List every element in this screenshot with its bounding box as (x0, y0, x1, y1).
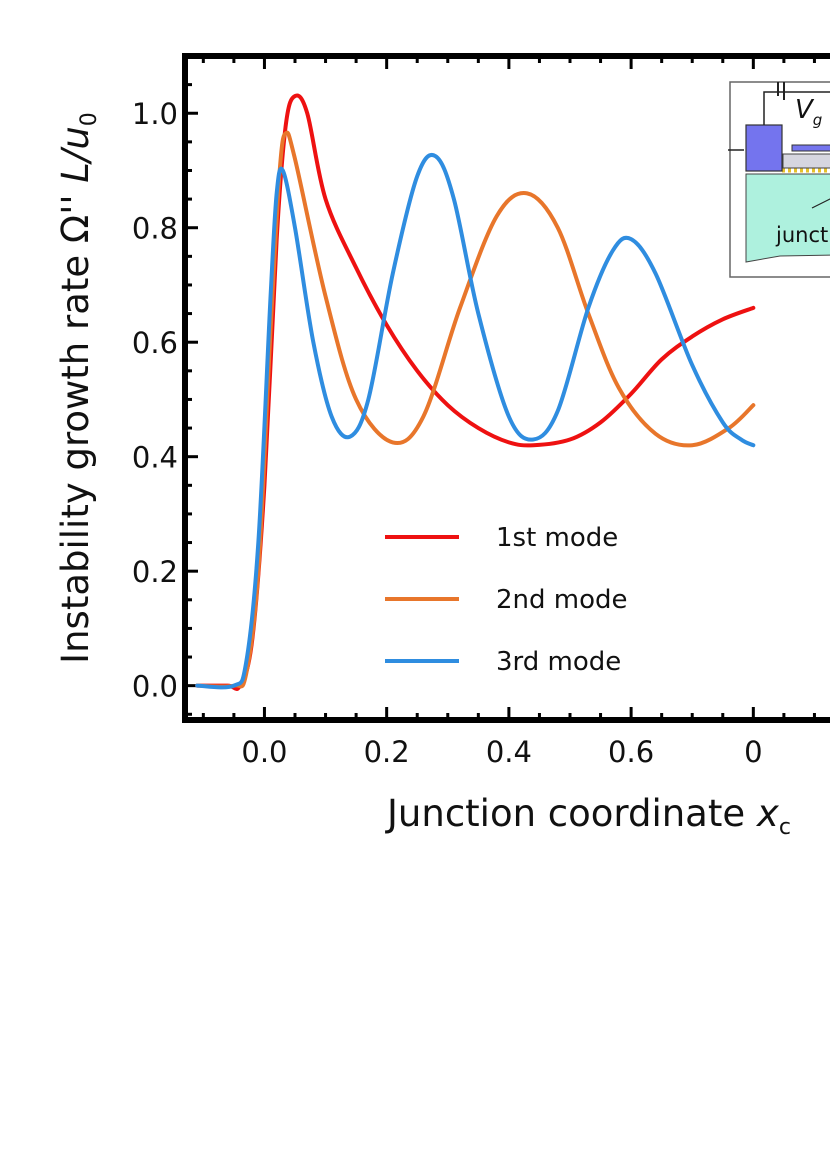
x-tick-labels: 0.0 0.2 0.4 0.6 0 (241, 735, 762, 769)
legend-label-2nd-mode: 2nd mode (496, 585, 628, 615)
series-line-2nd-mode (195, 130, 756, 689)
inset-schematic: Vg junct (728, 81, 830, 278)
y-tick-labels: 0.0 0.2 0.4 0.6 0.8 1.0 (132, 97, 178, 703)
inset-junction-label: junct (775, 223, 828, 247)
plot-frame (182, 53, 830, 723)
legend-label-3rd-mode: 3rd mode (496, 647, 621, 677)
inset-gate-strip (791, 144, 830, 152)
x-axis-title: Junction coordinate xc (385, 792, 791, 840)
y-tick-label: 0.6 (132, 326, 178, 360)
y-tick-label: 0.2 (132, 555, 178, 589)
inset-battery-icon (777, 82, 785, 100)
y-tick-label: 0.4 (132, 441, 178, 475)
x-tick-label: 0.4 (486, 735, 532, 769)
x-tick-label: 0.0 (241, 735, 287, 769)
x-tick-label: 0 (744, 735, 762, 769)
x-tick-label: 0.6 (608, 735, 654, 769)
inset-voltage-label: Vg (795, 95, 822, 129)
y-tick-label: 0.8 (132, 212, 178, 246)
series-lines (195, 93, 756, 691)
x-tick-label: 0.2 (364, 735, 410, 769)
legend-label-1st-mode: 1st mode (496, 523, 618, 553)
series-line-3rd-mode (195, 152, 756, 690)
y-tick-label: 1.0 (132, 97, 178, 131)
y-axis-title: Instability growth rate Ω'' L/u0 (54, 112, 102, 664)
inset-substrate (745, 173, 830, 263)
axis-ticks (185, 54, 816, 720)
y-tick-label: 0.0 (132, 670, 178, 704)
inset-contact (745, 124, 783, 172)
inset-junction-pointer (811, 198, 830, 209)
legend: 1st mode 2nd mode 3rd mode (385, 523, 628, 677)
inset-wiring (728, 91, 830, 151)
inset-top-layer (782, 153, 830, 169)
